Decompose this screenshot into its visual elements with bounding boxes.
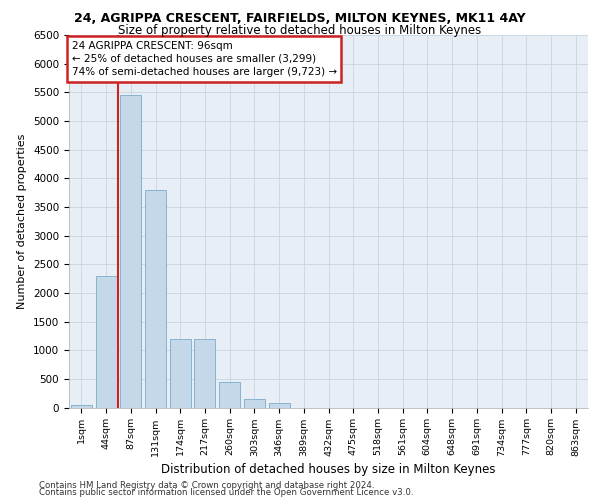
Text: 24 AGRIPPA CRESCENT: 96sqm
← 25% of detached houses are smaller (3,299)
74% of s: 24 AGRIPPA CRESCENT: 96sqm ← 25% of deta…: [71, 40, 337, 77]
Text: Contains public sector information licensed under the Open Government Licence v3: Contains public sector information licen…: [39, 488, 413, 497]
Text: Contains HM Land Registry data © Crown copyright and database right 2024.: Contains HM Land Registry data © Crown c…: [39, 481, 374, 490]
Bar: [244, 399, 265, 407]
Bar: [269, 403, 290, 407]
Bar: [71, 404, 92, 407]
Bar: [194, 338, 215, 407]
Bar: [120, 95, 141, 408]
X-axis label: Distribution of detached houses by size in Milton Keynes: Distribution of detached houses by size …: [161, 462, 496, 475]
Y-axis label: Number of detached properties: Number of detached properties: [17, 134, 28, 309]
Bar: [145, 190, 166, 408]
Text: Size of property relative to detached houses in Milton Keynes: Size of property relative to detached ho…: [118, 24, 482, 37]
Text: 24, AGRIPPA CRESCENT, FAIRFIELDS, MILTON KEYNES, MK11 4AY: 24, AGRIPPA CRESCENT, FAIRFIELDS, MILTON…: [74, 12, 526, 26]
Bar: [219, 382, 240, 407]
Bar: [170, 338, 191, 407]
Bar: [95, 276, 116, 407]
